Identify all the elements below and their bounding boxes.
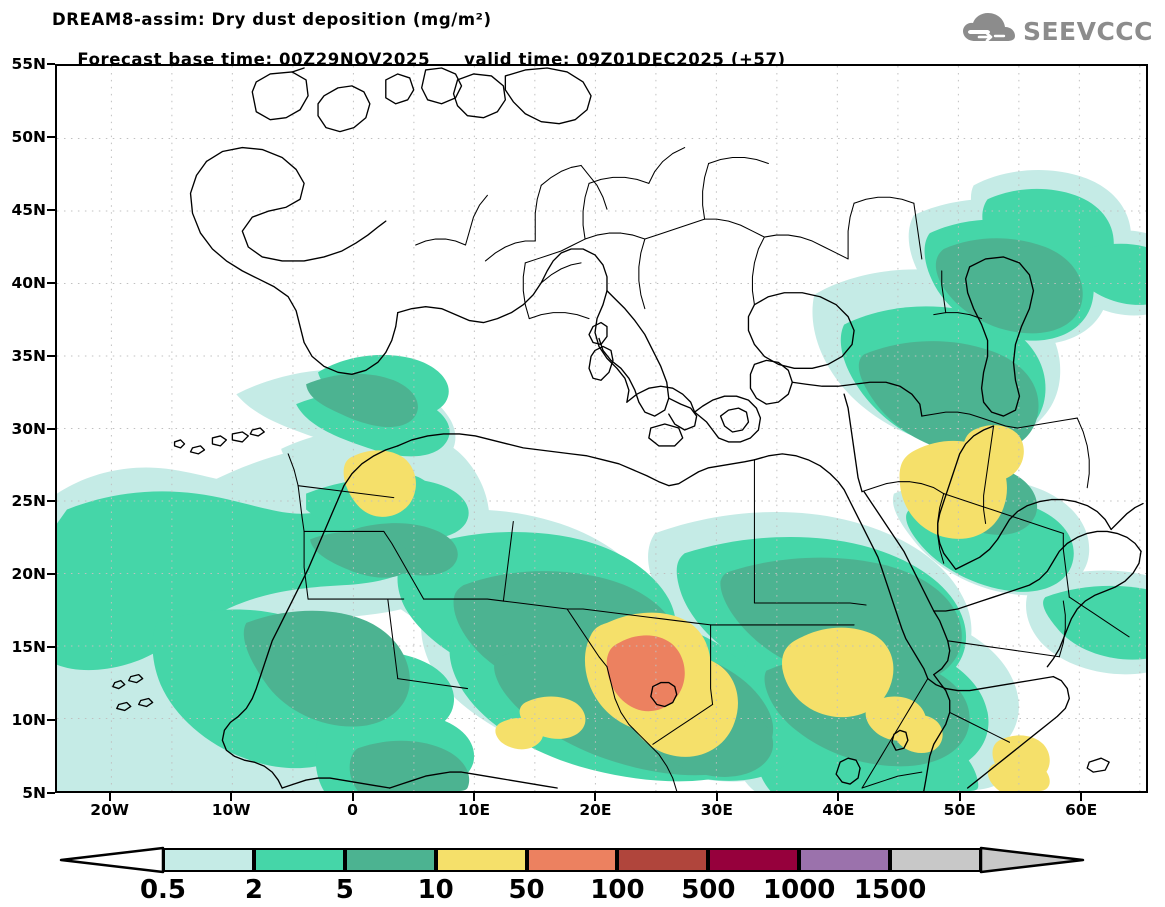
lon-tick-label: 20E <box>579 801 612 819</box>
lat-tick-label: 35N <box>11 346 46 365</box>
colorbar-cells: 0.5 2 5 10 50 100 500 1000 1500 <box>140 842 1045 905</box>
colorbar-cell <box>890 848 981 872</box>
lon-tick-mark <box>958 793 961 801</box>
logo-text: SEEVCCC <box>1022 16 1153 46</box>
lon-tick-label: 40E <box>822 801 855 819</box>
forecast-map-plot[interactable] <box>55 64 1148 793</box>
dust-contour-field <box>57 169 1146 791</box>
lon-tick-mark <box>594 793 597 801</box>
lon-tick-mark <box>351 793 354 801</box>
colorbar-cell <box>799 848 891 872</box>
lat-tick-mark <box>47 427 55 430</box>
lat-tick-mark <box>47 63 55 65</box>
country-border-layer <box>287 147 1130 791</box>
lat-tick-mark <box>47 719 55 722</box>
lat-tick-mark <box>47 500 55 503</box>
colorbar-tick-label: 50 <box>508 875 545 905</box>
lon-tick-mark <box>230 793 233 801</box>
lat-tick-mark <box>47 208 55 211</box>
colorbar-arrow-caps <box>59 846 1085 874</box>
lat-tick-label: 15N <box>11 638 46 657</box>
lat-tick-label: 40N <box>11 273 46 292</box>
lat-tick-label: 5N <box>22 784 46 802</box>
lon-tick-mark <box>837 793 840 801</box>
lat-tick-mark <box>47 646 55 649</box>
lat-tick-label: 10N <box>11 711 46 730</box>
colorbar-under-cap <box>59 846 165 874</box>
colorbar-tick-label: 500 <box>681 875 736 905</box>
lat-tick-mark <box>47 135 55 138</box>
lon-tick-label: 0 <box>347 801 358 819</box>
lat-tick-mark <box>47 792 55 794</box>
colorbar-tick-label: 0.5 <box>139 875 187 905</box>
colorbar-cell <box>435 848 527 872</box>
map-canvas <box>57 66 1146 791</box>
colorbar-legend: 0.5 2 5 10 50 100 500 1000 1500 <box>0 838 1165 905</box>
lon-tick-label: 10W <box>211 801 251 819</box>
colorbar-tick-label: 10 <box>417 875 454 905</box>
colorbar-cell <box>344 848 436 872</box>
lat-tick-label: 50N <box>11 127 46 146</box>
colorbar-tick-label: 5 <box>335 875 354 905</box>
colorbar-cell <box>253 848 345 872</box>
lon-tick-mark <box>472 793 475 801</box>
lon-tick-label: 30E <box>700 801 733 819</box>
lat-tick-label: 55N <box>11 55 46 73</box>
colorbar-tick-label: 100 <box>590 875 645 905</box>
lat-tick-label: 20N <box>11 565 46 584</box>
colorbar-cell <box>526 848 618 872</box>
colorbar-tick-label: 1000 <box>763 875 836 905</box>
colorbar-over-cap <box>979 846 1085 874</box>
colorbar-cell <box>617 848 709 872</box>
lat-tick-label: 25N <box>11 492 46 511</box>
lat-tick-mark <box>47 573 55 576</box>
lat-tick-mark <box>47 281 55 284</box>
lon-tick-mark <box>1080 793 1083 801</box>
colorbar-cell <box>708 848 800 872</box>
lon-tick-label: 10E <box>457 801 491 819</box>
lon-tick-label: 60E <box>1065 801 1098 819</box>
lat-tick-mark <box>47 354 55 357</box>
lon-tick-label: 50E <box>943 801 976 819</box>
chart-header: DREAM8-assim: Dry dust deposition (mg/m²… <box>0 0 1165 69</box>
cloud-wind-icon <box>961 12 1017 50</box>
lon-tick-label: 20W <box>90 801 129 819</box>
colorbar-cell <box>163 848 254 872</box>
coastline-layer <box>112 67 1144 791</box>
colorbar-tick-label: 2 <box>244 875 263 905</box>
lon-tick-mark <box>715 793 718 801</box>
lon-tick-mark <box>108 793 111 801</box>
map-layers <box>57 66 1146 791</box>
map-gridlines <box>57 66 1146 791</box>
seevccc-logo: SEEVCCC <box>961 12 1153 50</box>
page-title: DREAM8-assim: Dry dust deposition (mg/m²… <box>52 10 492 29</box>
lat-tick-label: 45N <box>11 200 46 219</box>
colorbar-tick-label: 1500 <box>853 875 927 905</box>
lat-tick-label: 30N <box>11 419 46 438</box>
